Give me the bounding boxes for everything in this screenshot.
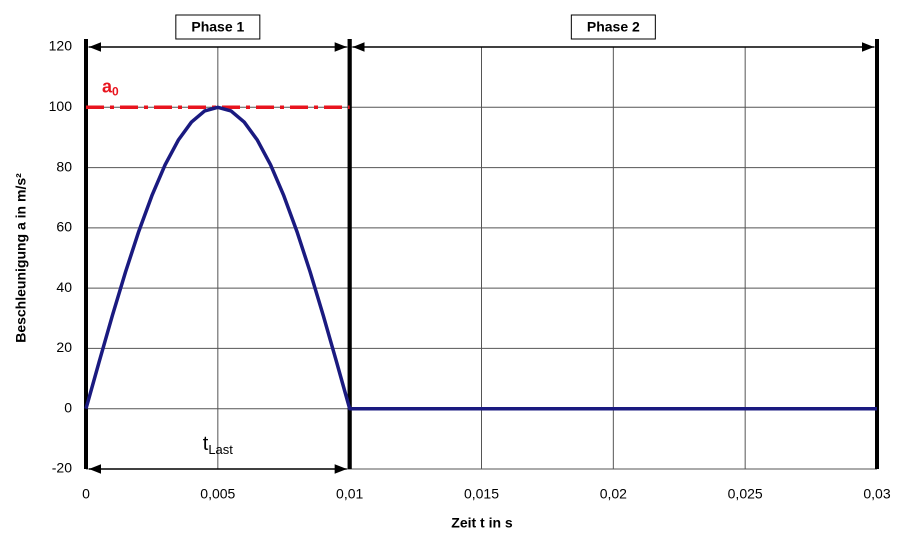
data-line bbox=[84, 105, 877, 411]
y-tick-label: 120 bbox=[49, 38, 73, 54]
y-tick-label: -20 bbox=[52, 460, 72, 476]
phase-label-box bbox=[175, 14, 261, 40]
x-tick-label: 0,025 bbox=[728, 486, 763, 502]
x-axis-title: Zeit t in s bbox=[451, 515, 513, 531]
x-tick-label: 0,015 bbox=[464, 486, 499, 502]
duration-label: tLast bbox=[203, 433, 234, 457]
y-tick-label: 20 bbox=[56, 339, 72, 355]
phase-label: Phase 1 bbox=[191, 19, 244, 35]
duration-sub: Last bbox=[208, 442, 233, 457]
reference-text: a bbox=[102, 76, 113, 96]
x-tick-label: 0,005 bbox=[200, 486, 235, 502]
y-tick-label: 80 bbox=[56, 158, 72, 174]
reference-sub: 0 bbox=[112, 84, 119, 98]
reference-label: a0 bbox=[102, 76, 119, 98]
y-axis-title: Beschleunigung a in m/s² bbox=[13, 173, 29, 343]
x-tick-label: 0,01 bbox=[336, 486, 363, 502]
y-tick-label: 100 bbox=[49, 98, 73, 114]
y-tick-label: 40 bbox=[56, 279, 72, 295]
phase-label: Phase 2 bbox=[587, 19, 640, 35]
y-tick-label: 60 bbox=[56, 219, 72, 235]
x-tick-label: 0,02 bbox=[600, 486, 627, 502]
y-tick-label: 0 bbox=[64, 399, 72, 415]
x-tick-label: 0 bbox=[82, 486, 90, 502]
duration-text: t bbox=[203, 433, 209, 455]
phase-label-box bbox=[570, 14, 656, 40]
x-tick-label: 0,03 bbox=[863, 486, 890, 502]
